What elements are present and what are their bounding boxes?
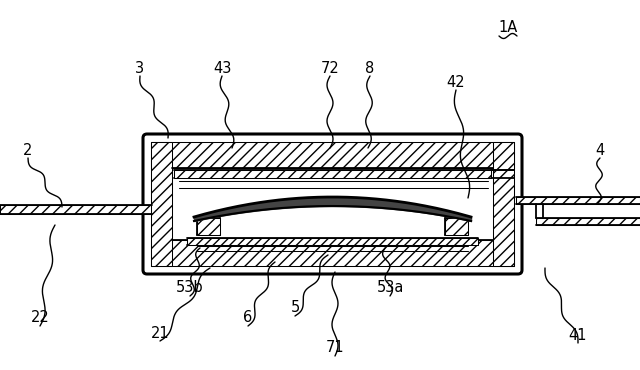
Text: 2: 2 <box>23 142 33 158</box>
Text: 21: 21 <box>150 326 170 340</box>
Text: 6: 6 <box>243 310 253 326</box>
Text: 5: 5 <box>291 300 300 316</box>
Bar <box>151 142 514 168</box>
Bar <box>445 218 468 235</box>
Bar <box>516 197 640 204</box>
Text: 8: 8 <box>365 61 374 75</box>
Text: 53a: 53a <box>376 280 404 296</box>
Text: 43: 43 <box>213 61 231 75</box>
Bar <box>0 205 152 214</box>
Bar <box>151 240 514 266</box>
Bar <box>536 218 640 225</box>
Text: 53b: 53b <box>176 280 204 296</box>
Text: 72: 72 <box>321 61 339 75</box>
FancyBboxPatch shape <box>143 134 522 274</box>
Text: 3: 3 <box>136 61 145 75</box>
Bar <box>151 142 172 266</box>
Text: 41: 41 <box>569 327 588 343</box>
Text: 4: 4 <box>595 142 605 158</box>
Bar <box>197 218 220 235</box>
Text: 42: 42 <box>447 74 465 90</box>
Text: 22: 22 <box>31 310 49 326</box>
Bar <box>174 170 491 178</box>
Bar <box>187 238 478 245</box>
Bar <box>493 142 514 266</box>
Text: 1A: 1A <box>499 20 518 34</box>
Text: 71: 71 <box>326 340 344 356</box>
